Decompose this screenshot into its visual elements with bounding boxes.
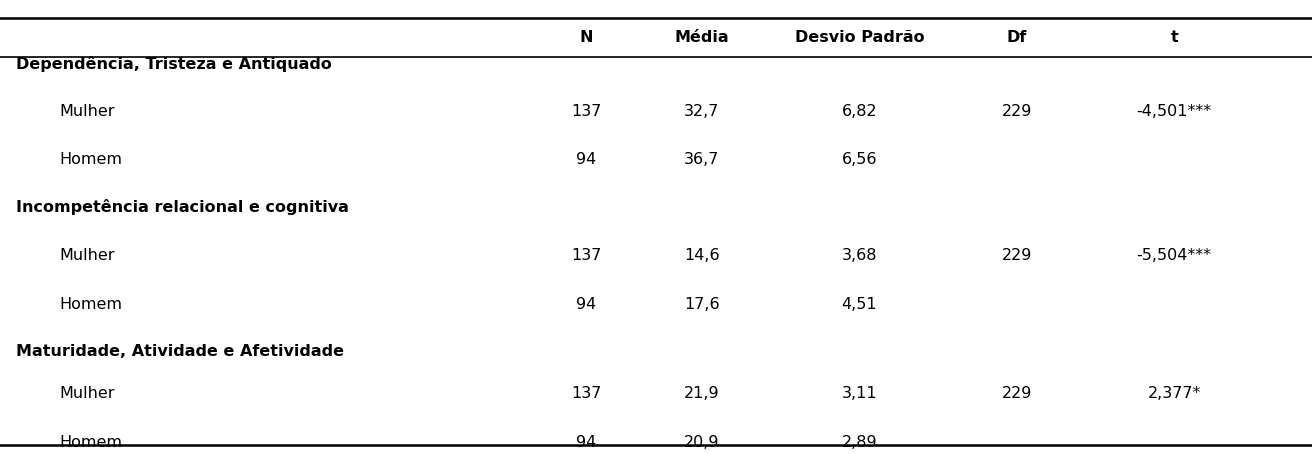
Text: 36,7: 36,7 (685, 152, 719, 168)
Text: 3,11: 3,11 (841, 386, 878, 401)
Text: N: N (580, 30, 593, 45)
Text: 6,82: 6,82 (841, 104, 878, 119)
Text: 14,6: 14,6 (684, 248, 720, 263)
Text: 94: 94 (576, 152, 597, 168)
Text: 3,68: 3,68 (841, 248, 878, 263)
Text: 2,377*: 2,377* (1148, 386, 1200, 401)
Text: 32,7: 32,7 (685, 104, 719, 119)
Text: Df: Df (1006, 30, 1027, 45)
Text: Homem: Homem (59, 152, 122, 168)
Text: -5,504***: -5,504*** (1136, 248, 1212, 263)
Text: 20,9: 20,9 (684, 435, 720, 450)
Text: Incompetência relacional e cognitiva: Incompetência relacional e cognitiva (16, 199, 349, 216)
Text: 137: 137 (571, 248, 602, 263)
Text: Homem: Homem (59, 296, 122, 312)
Text: 2,89: 2,89 (841, 435, 878, 450)
Text: Maturidade, Atividade e Afetividade: Maturidade, Atividade e Afetividade (16, 344, 344, 360)
Text: 6,56: 6,56 (841, 152, 878, 168)
Text: 17,6: 17,6 (684, 296, 720, 312)
Text: 229: 229 (1001, 104, 1033, 119)
Text: -4,501***: -4,501*** (1136, 104, 1212, 119)
Text: Dependência, Tristeza e Antiquado: Dependência, Tristeza e Antiquado (16, 55, 332, 72)
Text: Média: Média (674, 30, 729, 45)
Text: Homem: Homem (59, 435, 122, 450)
Text: 21,9: 21,9 (684, 386, 720, 401)
Text: 137: 137 (571, 386, 602, 401)
Text: 94: 94 (576, 296, 597, 312)
Text: 229: 229 (1001, 386, 1033, 401)
Text: 94: 94 (576, 435, 597, 450)
Text: Mulher: Mulher (59, 104, 114, 119)
Text: t: t (1170, 30, 1178, 45)
Text: 229: 229 (1001, 248, 1033, 263)
Text: 137: 137 (571, 104, 602, 119)
Text: Desvio Padrão: Desvio Padrão (795, 30, 924, 45)
Text: Mulher: Mulher (59, 248, 114, 263)
Text: Mulher: Mulher (59, 386, 114, 401)
Text: 4,51: 4,51 (841, 296, 878, 312)
